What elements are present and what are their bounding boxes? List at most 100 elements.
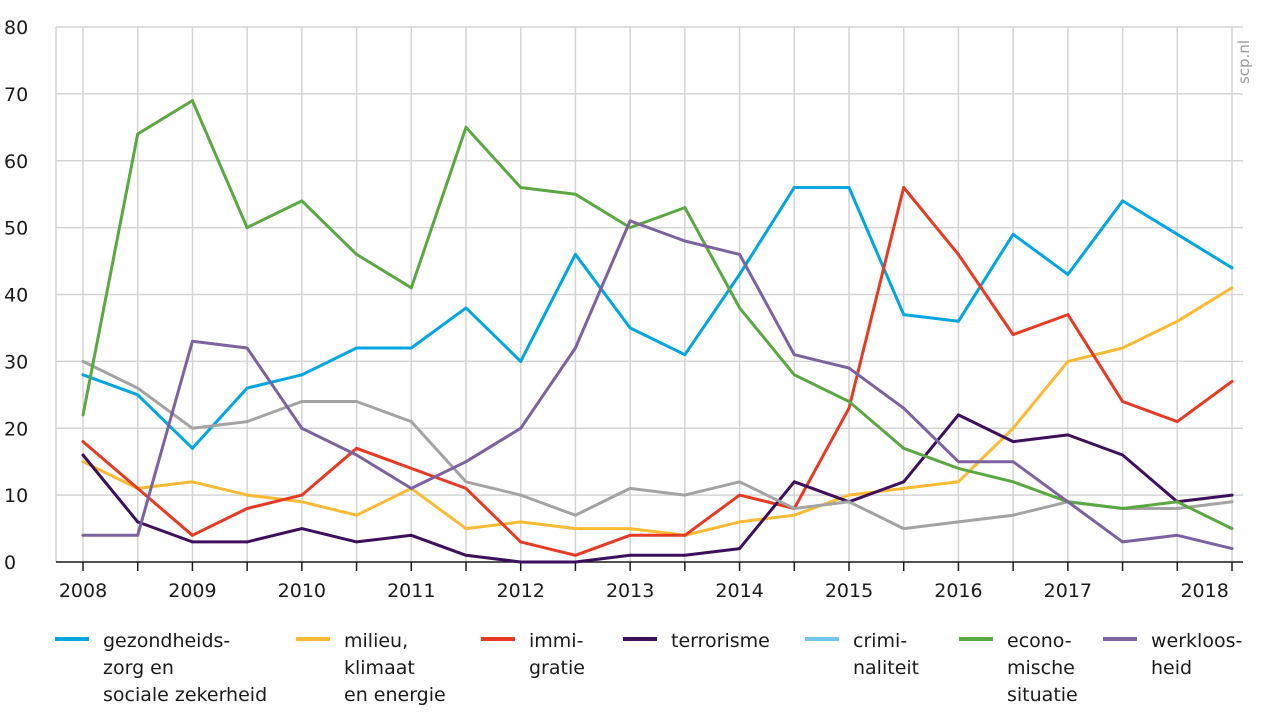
data-point bbox=[81, 359, 85, 363]
data-point bbox=[1066, 273, 1070, 276]
data-point bbox=[1230, 500, 1234, 504]
data-point bbox=[792, 513, 796, 517]
legend-label: gezondheids- zorg en sociale zekerheid bbox=[103, 630, 268, 706]
data-point bbox=[464, 553, 468, 557]
data-point bbox=[81, 453, 85, 457]
data-point bbox=[957, 466, 960, 470]
x-tick-label: 2014 bbox=[715, 580, 763, 602]
data-point bbox=[628, 219, 632, 223]
x-tick-label: 2012 bbox=[497, 580, 545, 602]
x-tick-label: 2013 bbox=[606, 580, 654, 602]
y-tick-label: 30 bbox=[4, 351, 28, 373]
data-point bbox=[191, 540, 194, 544]
legend-swatch bbox=[805, 637, 839, 641]
data-point bbox=[245, 493, 249, 497]
data-point bbox=[1011, 333, 1015, 337]
data-point bbox=[1230, 286, 1234, 290]
y-tick-label: 70 bbox=[4, 84, 28, 106]
data-point bbox=[519, 426, 523, 430]
legend-swatch bbox=[1103, 637, 1137, 641]
data-point bbox=[136, 520, 140, 524]
legend-item: milieu, klimaat en energie bbox=[296, 628, 446, 709]
data-point bbox=[957, 319, 960, 323]
data-point bbox=[409, 420, 413, 423]
data-point bbox=[1011, 232, 1015, 236]
data-point bbox=[957, 460, 960, 464]
data-point bbox=[1175, 232, 1179, 236]
data-point bbox=[1230, 527, 1234, 530]
data-point bbox=[136, 393, 140, 397]
data-point bbox=[738, 520, 741, 524]
x-tick-label: 2018 bbox=[1180, 580, 1228, 602]
legend-label: terrorisme bbox=[671, 630, 770, 652]
data-point bbox=[136, 132, 140, 136]
x-tick-label: 2009 bbox=[168, 580, 216, 602]
data-point bbox=[1175, 319, 1179, 323]
x-tick-label: 2017 bbox=[1044, 580, 1092, 602]
data-point bbox=[847, 406, 851, 410]
data-point bbox=[1011, 460, 1015, 464]
data-point bbox=[1121, 507, 1124, 510]
data-point bbox=[1175, 500, 1179, 504]
y-tick-label: 20 bbox=[4, 418, 28, 440]
data-point bbox=[574, 513, 577, 517]
data-point bbox=[574, 560, 577, 564]
data-point bbox=[902, 480, 906, 484]
y-tick-label: 40 bbox=[4, 285, 28, 307]
x-tick-label: 2010 bbox=[278, 580, 326, 602]
data-point bbox=[1230, 266, 1234, 270]
data-point bbox=[519, 540, 523, 544]
y-tick-label: 10 bbox=[4, 485, 28, 507]
data-point bbox=[81, 533, 85, 537]
data-point bbox=[519, 186, 523, 189]
legend-swatch bbox=[55, 637, 89, 641]
series-line-3 bbox=[81, 413, 1234, 564]
data-point bbox=[1066, 500, 1070, 504]
data-point bbox=[1011, 426, 1015, 430]
data-point bbox=[628, 487, 632, 490]
data-point bbox=[628, 533, 632, 537]
series-line-2 bbox=[81, 186, 1234, 557]
data-point bbox=[191, 446, 194, 450]
data-point bbox=[464, 125, 468, 129]
data-point bbox=[738, 273, 741, 276]
x-tick-label: 2016 bbox=[934, 580, 982, 602]
data-point bbox=[1230, 380, 1234, 383]
data-point bbox=[191, 480, 194, 484]
data-point bbox=[191, 426, 194, 430]
data-point bbox=[1121, 453, 1124, 457]
legend-swatch bbox=[623, 637, 657, 641]
axes: 0 10 20 30 40 50 60 70 80 2008 2009 2010 2011 2012 201… bbox=[4, 17, 1243, 602]
data-point bbox=[245, 226, 249, 230]
legend-label: crimi- naliteit bbox=[853, 630, 920, 679]
data-point bbox=[245, 346, 249, 350]
data-point bbox=[136, 487, 140, 490]
grid bbox=[55, 26, 1243, 562]
series-lines bbox=[81, 99, 1234, 564]
data-point bbox=[1121, 199, 1124, 203]
data-point bbox=[1121, 346, 1124, 350]
data-point bbox=[245, 507, 249, 510]
data-point bbox=[1011, 480, 1015, 484]
source-label: scp.nl bbox=[1235, 40, 1253, 85]
data-point bbox=[191, 99, 194, 102]
data-point bbox=[464, 487, 468, 490]
legend-label: milieu, klimaat en energie bbox=[344, 630, 446, 706]
data-point bbox=[81, 440, 85, 444]
data-point bbox=[519, 520, 523, 524]
data-point bbox=[300, 527, 304, 530]
y-tick-label: 60 bbox=[4, 151, 28, 173]
data-point bbox=[136, 386, 140, 390]
legend-label: econo- mische situatie bbox=[1007, 630, 1078, 706]
data-point bbox=[738, 480, 741, 484]
data-point bbox=[683, 239, 687, 243]
data-point bbox=[81, 460, 85, 464]
data-point bbox=[847, 186, 851, 189]
data-point bbox=[683, 553, 687, 557]
x-tick-label: 2008 bbox=[59, 580, 107, 602]
y-tick-label: 0 bbox=[4, 552, 16, 574]
data-point bbox=[574, 527, 577, 530]
data-point bbox=[902, 186, 906, 189]
data-point bbox=[792, 507, 796, 510]
data-point bbox=[792, 373, 796, 377]
